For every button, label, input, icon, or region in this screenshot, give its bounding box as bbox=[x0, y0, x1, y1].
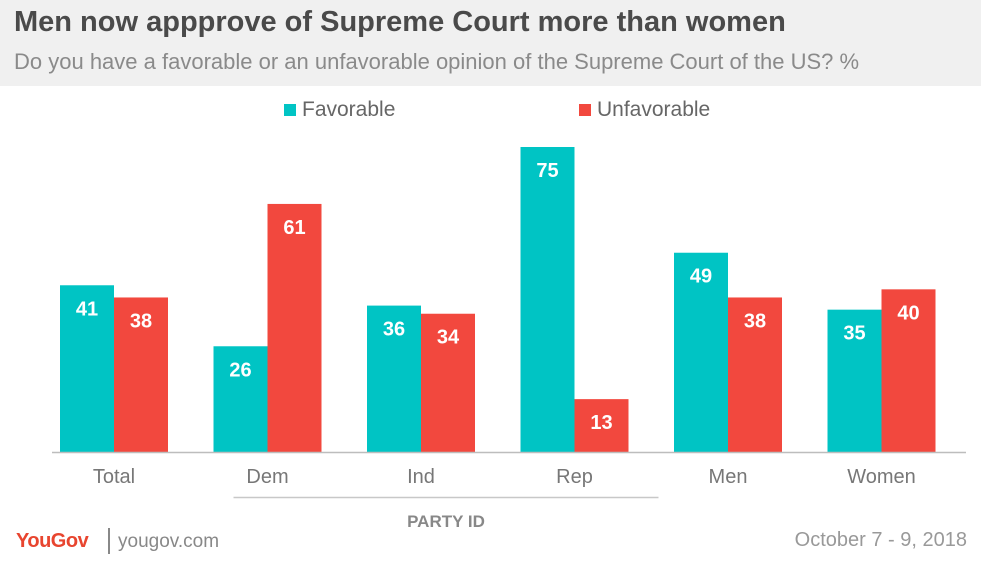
x-tick-label-total: Total bbox=[93, 466, 135, 488]
bar-unfavorable-total bbox=[114, 297, 168, 452]
bar-unfavorable-rep bbox=[574, 399, 629, 452]
bar-unfavorable-women bbox=[881, 289, 936, 452]
footer-date: October 7 - 9, 2018 bbox=[794, 529, 967, 551]
legend-swatch-favorable bbox=[284, 104, 296, 116]
legend-swatch-unfavorable bbox=[579, 104, 591, 116]
data-label-favorable-rep: 75 bbox=[536, 160, 558, 182]
data-label-unfavorable-women: 40 bbox=[897, 302, 919, 324]
chart-title: Men now appprove of Supreme Court more t… bbox=[14, 6, 786, 38]
bar-favorable-men bbox=[674, 252, 728, 452]
legend-label-favorable: Favorable bbox=[302, 98, 396, 121]
data-label-unfavorable-total: 38 bbox=[130, 310, 152, 332]
legend-label-unfavorable: Unfavorable bbox=[597, 98, 711, 121]
data-label-favorable-dem: 26 bbox=[229, 359, 251, 381]
data-label-unfavorable-dem: 61 bbox=[283, 217, 305, 239]
bar-unfavorable-ind bbox=[421, 313, 475, 452]
yougov-logo: YouGov bbox=[16, 530, 89, 552]
bar-favorable-women bbox=[827, 309, 882, 452]
x-tick-label-men: Men bbox=[709, 466, 748, 488]
bar-favorable-total bbox=[60, 285, 114, 452]
legend-item-unfavorable: Unfavorable bbox=[579, 98, 710, 122]
chart-subtitle: Do you have a favorable or an unfavorabl… bbox=[14, 49, 860, 74]
x-tick-label-women: Women bbox=[847, 466, 916, 488]
x-tick-label-dem: Dem bbox=[246, 466, 288, 488]
footer-url: yougov.com bbox=[118, 531, 220, 552]
group-label-party-id: PARTY ID bbox=[407, 512, 485, 531]
bar-favorable-rep bbox=[520, 147, 575, 452]
data-label-favorable-women: 35 bbox=[843, 323, 865, 345]
data-label-favorable-ind: 36 bbox=[383, 319, 405, 341]
bar-favorable-ind bbox=[367, 305, 421, 452]
bar-unfavorable-dem bbox=[267, 203, 322, 452]
data-label-unfavorable-rep: 13 bbox=[590, 412, 612, 434]
data-label-unfavorable-ind: 34 bbox=[437, 327, 460, 349]
header-band: Men now appprove of Supreme Court more t… bbox=[0, 0, 981, 86]
data-label-favorable-men: 49 bbox=[690, 266, 712, 288]
x-tick-label-rep: Rep bbox=[556, 466, 593, 488]
data-label-favorable-total: 41 bbox=[76, 298, 98, 320]
footer-divider bbox=[108, 528, 110, 554]
chart-legend: Favorable Unfavorable bbox=[0, 98, 981, 128]
bar-favorable-dem bbox=[213, 346, 268, 452]
legend-item-favorable: Favorable bbox=[284, 98, 395, 122]
data-label-unfavorable-men: 38 bbox=[744, 310, 766, 332]
x-tick-label-ind: Ind bbox=[407, 466, 435, 488]
bar-unfavorable-men bbox=[728, 297, 782, 452]
